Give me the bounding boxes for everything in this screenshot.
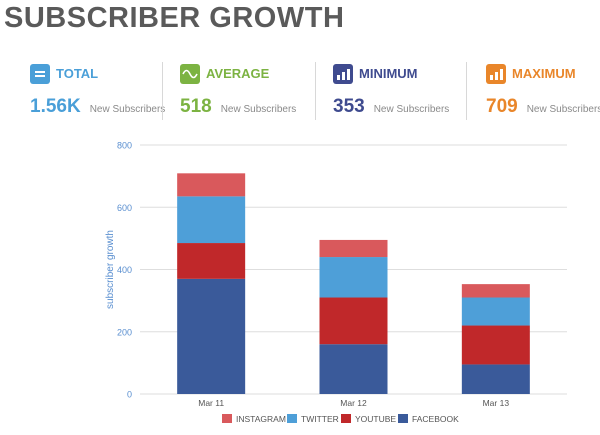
bar-segment-twitter: [177, 196, 246, 244]
legend-label: INSTAGRAM: [236, 414, 286, 424]
bar-segment-instagram: [177, 173, 246, 197]
legend-swatch: [287, 414, 297, 423]
bar-segment-facebook: [177, 278, 246, 394]
stat-maximum-label: MAXIMUM: [512, 66, 576, 81]
stat-minimum-unit: New Subscribers: [373, 104, 450, 115]
bar-segment-instagram: [461, 284, 530, 298]
stat-minimum-value: 353: [333, 96, 365, 117]
y-tick-label: 200: [117, 327, 132, 337]
y-tick-label: 400: [117, 265, 132, 275]
bar-chart-icon: [333, 64, 353, 84]
stat-minimum-label: MINIMUM: [359, 66, 418, 81]
bar-segment-facebook: [319, 344, 388, 394]
y-tick-label: 0: [127, 390, 132, 400]
legend-label: TWITTER: [301, 414, 339, 424]
sine-wave-icon: [180, 64, 200, 84]
stat-divider: [315, 62, 316, 120]
y-tick-label: 800: [117, 141, 132, 151]
stat-average-unit: New Subscribers: [220, 104, 297, 115]
stats-row: TOTAL 1.56K New Subscribers AVERAGE 518 Ne…: [0, 62, 600, 122]
stat-divider: [162, 62, 163, 120]
bar-segment-facebook: [461, 364, 530, 394]
x-tick-label: Mar 12: [340, 398, 367, 408]
stat-divider: [466, 62, 467, 120]
y-tick-label: 600: [117, 203, 132, 213]
legend-swatch: [222, 414, 232, 423]
page-title: SUBSCRIBER GROWTH: [4, 2, 345, 34]
stat-average-label: AVERAGE: [206, 66, 270, 81]
legend-label: FACEBOOK: [412, 414, 459, 424]
stat-maximum-unit: New Subscribers: [526, 104, 600, 115]
x-tick-label: Mar 13: [483, 398, 510, 408]
stat-total-label: TOTAL: [56, 66, 99, 81]
y-axis-label: subscriber growth: [105, 230, 116, 309]
x-tick-label: Mar 11: [198, 398, 224, 408]
stat-total-value: 1.56K: [30, 96, 81, 117]
stat-maximum-value: 709: [486, 96, 518, 117]
bar-segment-twitter: [319, 257, 388, 298]
bar-segment-youtube: [461, 325, 530, 365]
stacked-bar-chart: 0 200 400 600 800 subscriber growth Mar 11 Mar …: [105, 141, 567, 424]
bar-chart-icon: [486, 64, 506, 84]
bar-segment-youtube: [177, 243, 246, 279]
stat-average-value: 518: [180, 96, 212, 117]
bar-segment-twitter: [461, 297, 530, 326]
bar-segment-instagram: [319, 239, 388, 258]
legend-label: YOUTUBE: [355, 414, 396, 424]
equals-icon: [30, 64, 50, 84]
bar-segment-youtube: [319, 297, 388, 345]
legend-swatch: [341, 414, 351, 423]
stat-total-unit: New Subscribers: [89, 104, 166, 115]
legend-swatch: [398, 414, 408, 423]
